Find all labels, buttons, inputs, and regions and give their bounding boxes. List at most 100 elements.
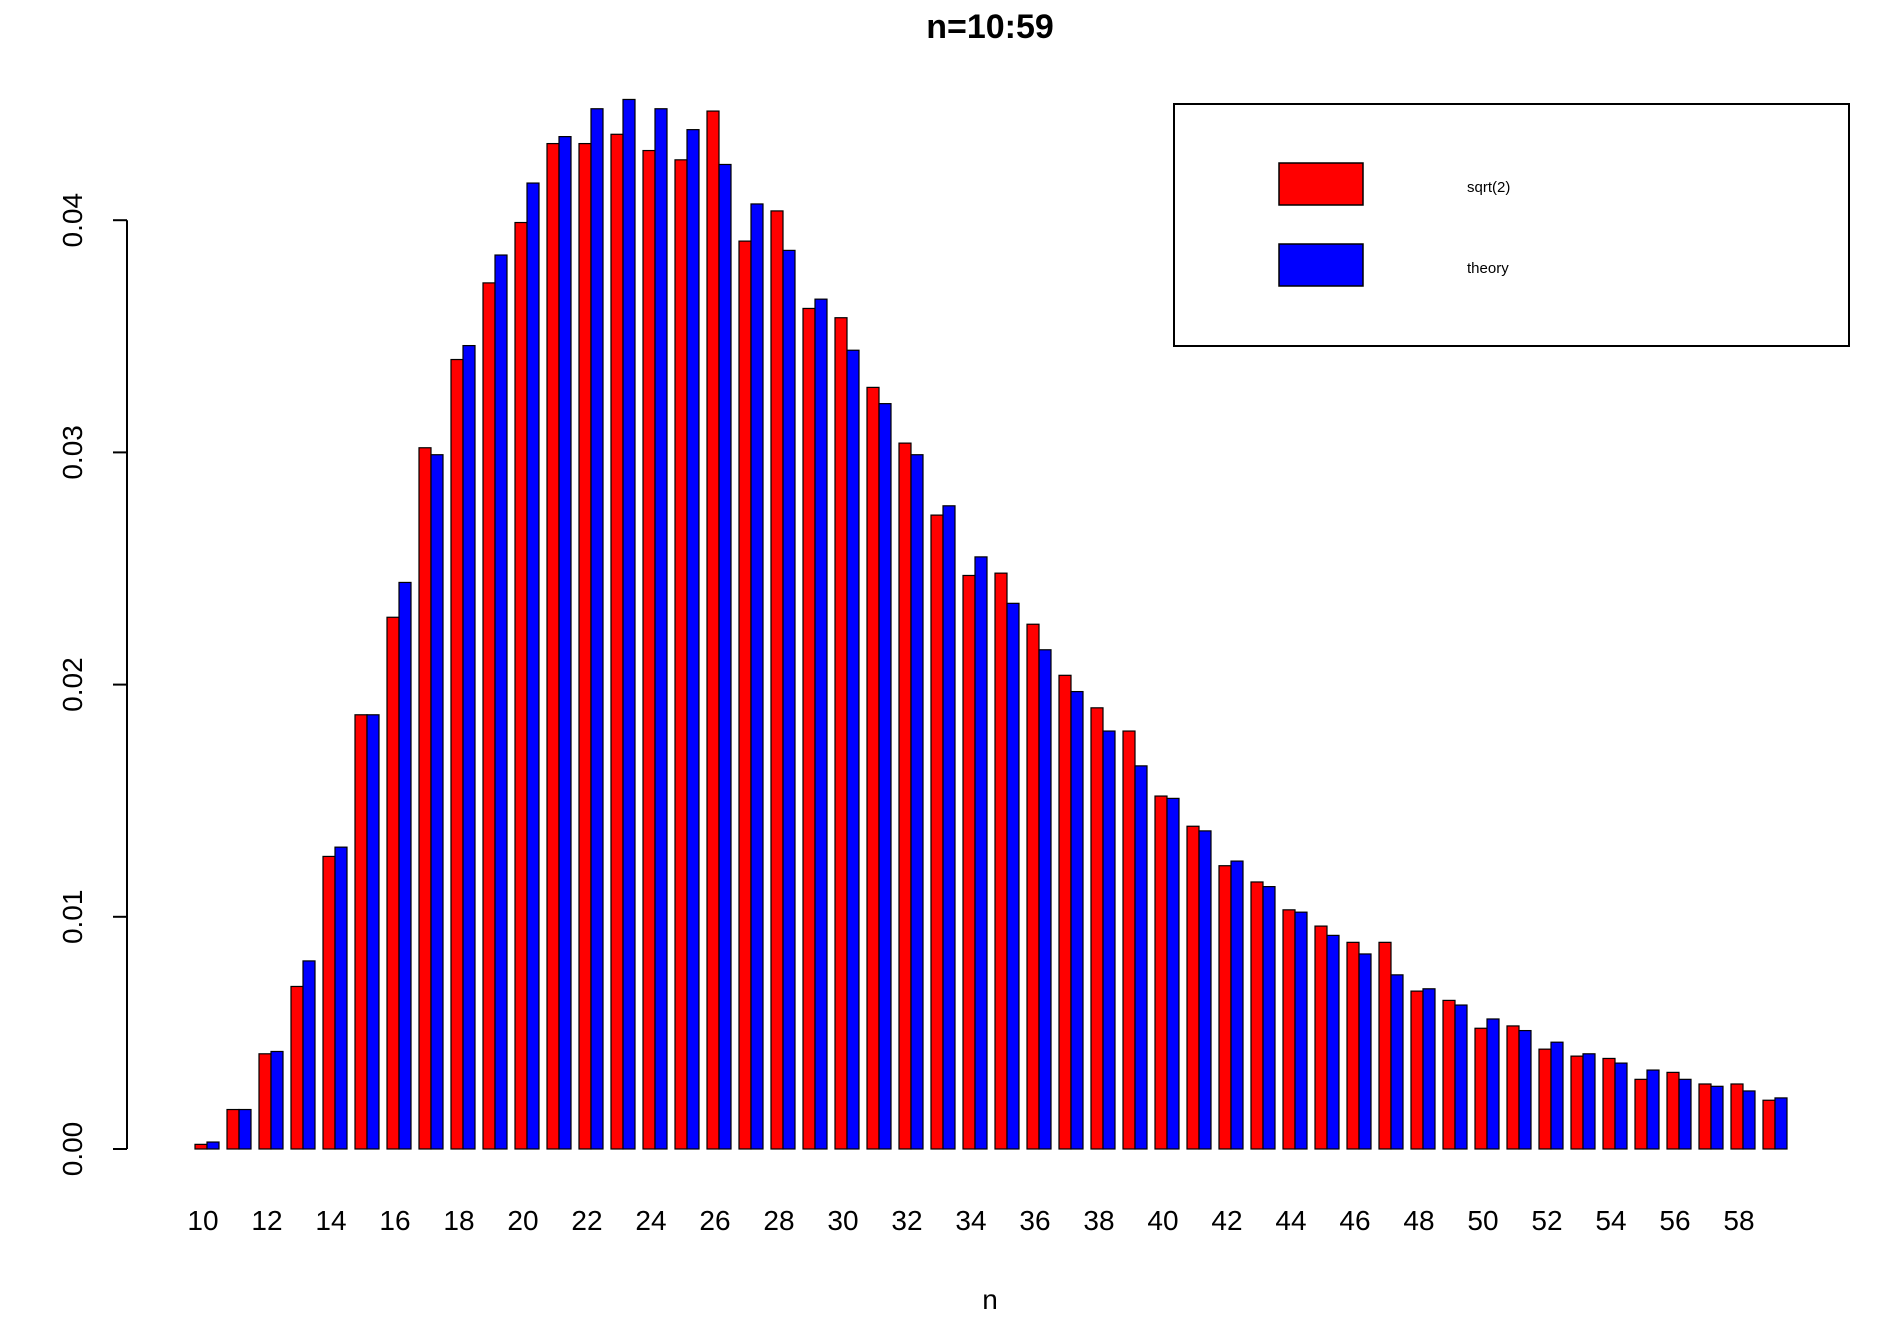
bar-theory <box>846 349 860 1150</box>
x-tick-label: 38 <box>1083 1205 1114 1236</box>
x-tick-label: 12 <box>251 1205 282 1236</box>
bar-sqrt2 <box>482 282 496 1150</box>
bar-theory <box>974 556 988 1150</box>
bar-theory <box>206 1141 220 1150</box>
bar-sqrt2 <box>514 221 528 1150</box>
x-tick-label: 32 <box>891 1205 922 1236</box>
bar-sqrt2 <box>674 159 688 1150</box>
bar-sqrt2 <box>962 574 976 1150</box>
bar-sqrt2 <box>610 133 624 1150</box>
bar-sqrt2 <box>1410 990 1424 1150</box>
bar-sqrt2 <box>1186 825 1200 1150</box>
bar-sqrt2 <box>834 317 848 1150</box>
bar-theory <box>1486 1018 1500 1150</box>
bar-theory <box>878 403 892 1150</box>
bar-sqrt2 <box>322 855 336 1150</box>
bar-theory <box>590 108 604 1150</box>
legend-swatch-sqrt2 <box>1278 162 1364 206</box>
bar-sqrt2 <box>1762 1099 1776 1150</box>
bar-sqrt2 <box>1570 1055 1584 1150</box>
bar-sqrt2 <box>194 1143 208 1150</box>
bar-sqrt2 <box>1442 999 1456 1150</box>
bar-sqrt2 <box>1218 865 1232 1150</box>
bar-theory <box>1678 1078 1692 1150</box>
bar-theory <box>1422 988 1436 1150</box>
bar-theory <box>1454 1004 1468 1150</box>
x-tick-label: 22 <box>571 1205 602 1236</box>
bar-theory <box>910 454 924 1150</box>
bar-theory <box>782 249 796 1150</box>
bar-theory <box>1326 934 1340 1150</box>
x-tick-label: 52 <box>1531 1205 1562 1236</box>
legend-label-theory: theory <box>1467 260 1509 277</box>
bar-sqrt2 <box>802 307 816 1150</box>
y-tick-label: 0.01 <box>57 890 88 945</box>
bar-theory <box>366 714 380 1150</box>
bar-theory <box>1646 1069 1660 1150</box>
x-tick-label: 40 <box>1147 1205 1178 1236</box>
bar-theory <box>1006 602 1020 1150</box>
bar-sqrt2 <box>1474 1027 1488 1150</box>
bar-sqrt2 <box>1538 1048 1552 1150</box>
bar-sqrt2 <box>1698 1083 1712 1150</box>
x-tick-label: 28 <box>763 1205 794 1236</box>
x-tick-label: 44 <box>1275 1205 1306 1236</box>
bar-theory <box>1774 1097 1788 1150</box>
bar-theory <box>1710 1085 1724 1150</box>
bar-sqrt2 <box>1346 941 1360 1150</box>
bar-theory <box>1742 1090 1756 1150</box>
bar-theory <box>814 298 828 1150</box>
bar-sqrt2 <box>386 616 400 1150</box>
x-axis-label: n <box>982 1284 998 1315</box>
bar-theory <box>430 454 444 1150</box>
bar-theory <box>1230 860 1244 1150</box>
bar-theory <box>622 98 636 1150</box>
bar-theory <box>558 136 572 1150</box>
x-tick-label: 10 <box>187 1205 218 1236</box>
legend: sqrt(2) theory <box>1173 103 1850 347</box>
bar-sqrt2 <box>1154 795 1168 1150</box>
bar-sqrt2 <box>354 714 368 1150</box>
bar-theory <box>1518 1029 1532 1150</box>
bar-sqrt2 <box>1730 1083 1744 1150</box>
x-tick-label: 16 <box>379 1205 410 1236</box>
bar-sqrt2 <box>450 358 464 1150</box>
bar-theory <box>942 505 956 1150</box>
x-tick-label: 42 <box>1211 1205 1242 1236</box>
bar-theory <box>1262 886 1276 1150</box>
bar-sqrt2 <box>1666 1071 1680 1150</box>
bar-sqrt2 <box>1250 881 1264 1150</box>
bar-sqrt2 <box>290 985 304 1150</box>
chart-title: n=10:59 <box>926 8 1054 46</box>
legend-swatch-theory <box>1278 243 1364 287</box>
bar-theory <box>1134 765 1148 1150</box>
bar-theory <box>1102 730 1116 1150</box>
bar-sqrt2 <box>738 240 752 1150</box>
bar-sqrt2 <box>1602 1057 1616 1150</box>
bar-theory <box>718 163 732 1150</box>
bar-theory <box>334 846 348 1150</box>
x-axis: 10 12 14 16 18 20 22 24 26 28 30 32 34 36 38 40 42 44 46 48… <box>187 1205 1754 1236</box>
y-axis: 0.00 0.01 0.02 0.03 0.04 <box>57 193 128 1176</box>
x-tick-label: 14 <box>315 1205 346 1236</box>
bar-sqrt2 <box>1026 623 1040 1150</box>
bar-sqrt2 <box>258 1053 272 1150</box>
bar-sqrt2 <box>770 210 784 1150</box>
bar-sqrt2 <box>418 447 432 1150</box>
bar-theory <box>526 182 540 1150</box>
bar-theory <box>398 581 412 1150</box>
bar-sqrt2 <box>706 110 720 1150</box>
bar-theory <box>1358 953 1372 1150</box>
bar-sqrt2 <box>1058 674 1072 1150</box>
bar-theory <box>1038 649 1052 1150</box>
x-tick-label: 54 <box>1595 1205 1626 1236</box>
bar-sqrt2 <box>1122 730 1136 1150</box>
bar-theory <box>654 108 668 1150</box>
bar-theory <box>1070 690 1084 1150</box>
x-tick-label: 58 <box>1723 1205 1754 1236</box>
bar-sqrt2 <box>898 442 912 1150</box>
bar-theory <box>494 254 508 1150</box>
legend-label-sqrt2: sqrt(2) <box>1467 179 1510 196</box>
x-tick-label: 46 <box>1339 1205 1370 1236</box>
